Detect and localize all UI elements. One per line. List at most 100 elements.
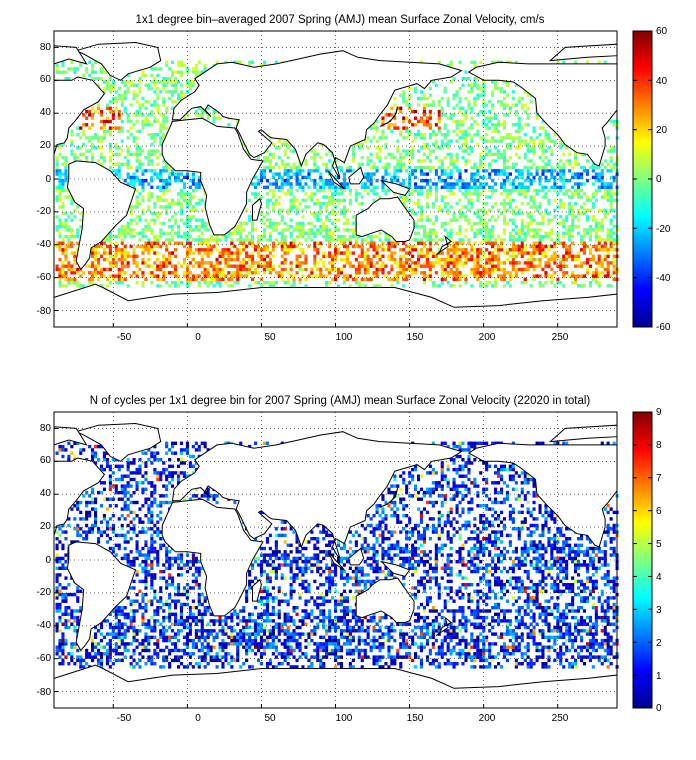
cycles-cell [262, 652, 266, 656]
velocity-cell [544, 274, 548, 278]
velocity-cell [390, 156, 394, 160]
cycles-cell [520, 652, 524, 656]
velocity-cell [508, 106, 512, 110]
velocity-cell [153, 67, 157, 71]
velocity-cell [532, 129, 536, 134]
velocity-cell [428, 126, 432, 130]
velocity-cell [360, 162, 364, 166]
cycles-cell [520, 662, 524, 666]
velocity-cell [387, 162, 391, 166]
velocity-cell [446, 221, 450, 226]
velocity-cell [577, 192, 581, 196]
velocity-cell [245, 149, 249, 153]
velocity-cell [419, 271, 423, 275]
velocity-cell [562, 225, 566, 229]
cycles-cell [218, 642, 222, 646]
cycles-cell [153, 648, 157, 653]
velocity-cell [200, 238, 204, 242]
cycles-cell [61, 648, 65, 653]
velocity-cell [129, 152, 133, 157]
velocity-cell [271, 152, 275, 157]
velocity-cell [82, 123, 86, 127]
velocity-cell [437, 116, 441, 120]
velocity-cell [449, 205, 453, 209]
velocity-ytick: -80 [37, 306, 52, 317]
velocity-cell [594, 175, 598, 180]
velocity-cell [138, 90, 142, 94]
velocity-cell [390, 129, 394, 134]
velocity-cell [464, 218, 468, 222]
cycles-cell [144, 645, 148, 649]
velocity-cell [310, 274, 314, 278]
velocity-cell [108, 281, 112, 285]
cycles-cell [550, 645, 554, 649]
velocity-cell [458, 123, 462, 127]
velocity-cell [182, 257, 186, 262]
velocity-cell [458, 274, 462, 278]
cycles-cell [502, 645, 506, 649]
velocity-cell [431, 142, 435, 147]
velocity-cell [571, 228, 575, 232]
velocity-cell [479, 175, 483, 180]
velocity-cell [94, 248, 98, 252]
velocity-cell [88, 271, 92, 275]
velocity-cell [79, 126, 83, 130]
cycles-cell [360, 665, 364, 669]
velocity-cell [345, 185, 349, 189]
velocity-cell [108, 248, 112, 252]
velocity-cell [351, 277, 355, 282]
velocity-cell [337, 271, 341, 275]
velocity-cell [565, 231, 569, 235]
velocity-cell [408, 175, 412, 180]
cycles-cell [339, 662, 343, 666]
velocity-cell [129, 126, 133, 130]
velocity-cell [461, 149, 465, 153]
velocity-cell [419, 96, 423, 101]
velocity-cell [405, 251, 409, 255]
velocity-cell [328, 234, 332, 239]
cycles-cell [97, 658, 101, 663]
velocity-cell [165, 281, 169, 285]
velocity-cell [529, 218, 533, 222]
velocity-cell [443, 133, 447, 137]
velocity-cell [257, 261, 261, 265]
velocity-cell [446, 63, 450, 68]
velocity-cell [491, 185, 495, 189]
velocity-cell [399, 93, 403, 97]
velocity-cell [585, 215, 589, 219]
velocity-cell [209, 248, 213, 252]
velocity-cell [458, 60, 462, 64]
velocity-cell [405, 136, 409, 140]
velocity-cell [523, 123, 527, 127]
velocity-cell [274, 221, 278, 226]
velocity-cell [262, 228, 266, 232]
velocity-cell [221, 251, 225, 255]
velocity-cell [147, 119, 151, 124]
velocity-cell [541, 195, 545, 199]
velocity-cell [479, 165, 483, 170]
velocity-cell [277, 156, 281, 160]
velocity-cell [295, 165, 299, 170]
velocity-cell [399, 109, 403, 114]
velocity-cell [422, 271, 426, 275]
velocity-cell [111, 80, 115, 84]
velocity-cell [117, 146, 121, 150]
velocity-cell [434, 195, 438, 199]
velocity-cell [165, 271, 169, 275]
velocity-cell [446, 116, 450, 120]
velocity-cell [342, 241, 346, 245]
velocity-cell [108, 126, 112, 130]
velocity-cell [526, 228, 530, 232]
velocity-cell [94, 274, 98, 278]
velocity-cell [283, 169, 287, 173]
velocity-cell [464, 277, 468, 282]
velocity-cell [464, 205, 468, 209]
velocity-cell [500, 248, 504, 252]
cycles-cell [55, 648, 59, 653]
velocity-cell [393, 244, 397, 249]
velocity-cell [526, 225, 530, 229]
velocity-cell [517, 96, 521, 101]
cycles-cell [177, 658, 181, 663]
velocity-cell [588, 225, 592, 229]
velocity-cell [141, 185, 145, 189]
